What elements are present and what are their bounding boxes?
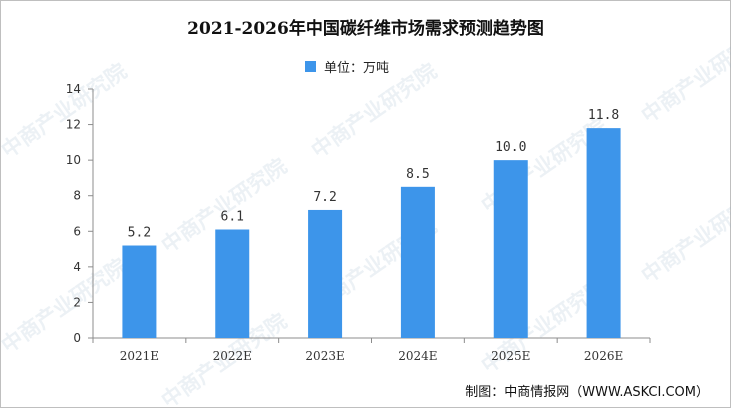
x-tick-label: 2021E [120, 349, 159, 363]
x-tick-label: 2023E [305, 349, 344, 363]
bar [308, 209, 343, 338]
data-label: 6.1 [221, 210, 244, 225]
legend-label: 单位：万吨 [324, 61, 390, 76]
y-tick-label: 2 [73, 295, 81, 309]
y-tick-label: 14 [66, 82, 81, 96]
y-tick-label: 6 [73, 224, 81, 238]
x-tick-label: 2024E [398, 349, 437, 363]
legend: 单位：万吨 [305, 57, 389, 76]
bar [493, 160, 528, 338]
bar [122, 245, 157, 338]
x-tick-label: 2022E [213, 349, 252, 363]
bar [586, 128, 621, 338]
data-label: 8.5 [406, 167, 429, 182]
x-tick-label: 2026E [584, 349, 623, 363]
legend-swatch [305, 61, 316, 72]
data-label: 10.0 [495, 140, 526, 155]
y-tick-label: 10 [66, 153, 81, 167]
y-tick-label: 8 [73, 189, 81, 203]
y-tick-label: 4 [73, 260, 81, 274]
y-tick-label: 12 [66, 118, 81, 132]
bar [215, 229, 250, 338]
chart-title: 2021-2026年中国碳纤维市场需求预测趋势图 [187, 19, 544, 39]
source-credit: 制图：中商情报网（WWW.ASKCI.COM） [465, 385, 709, 400]
bar [400, 186, 435, 338]
y-tick-label: 0 [73, 331, 81, 345]
data-label: 11.8 [588, 108, 619, 123]
x-tick-label: 2025E [491, 349, 530, 363]
data-label: 5.2 [128, 226, 151, 241]
data-label: 7.2 [313, 190, 336, 205]
